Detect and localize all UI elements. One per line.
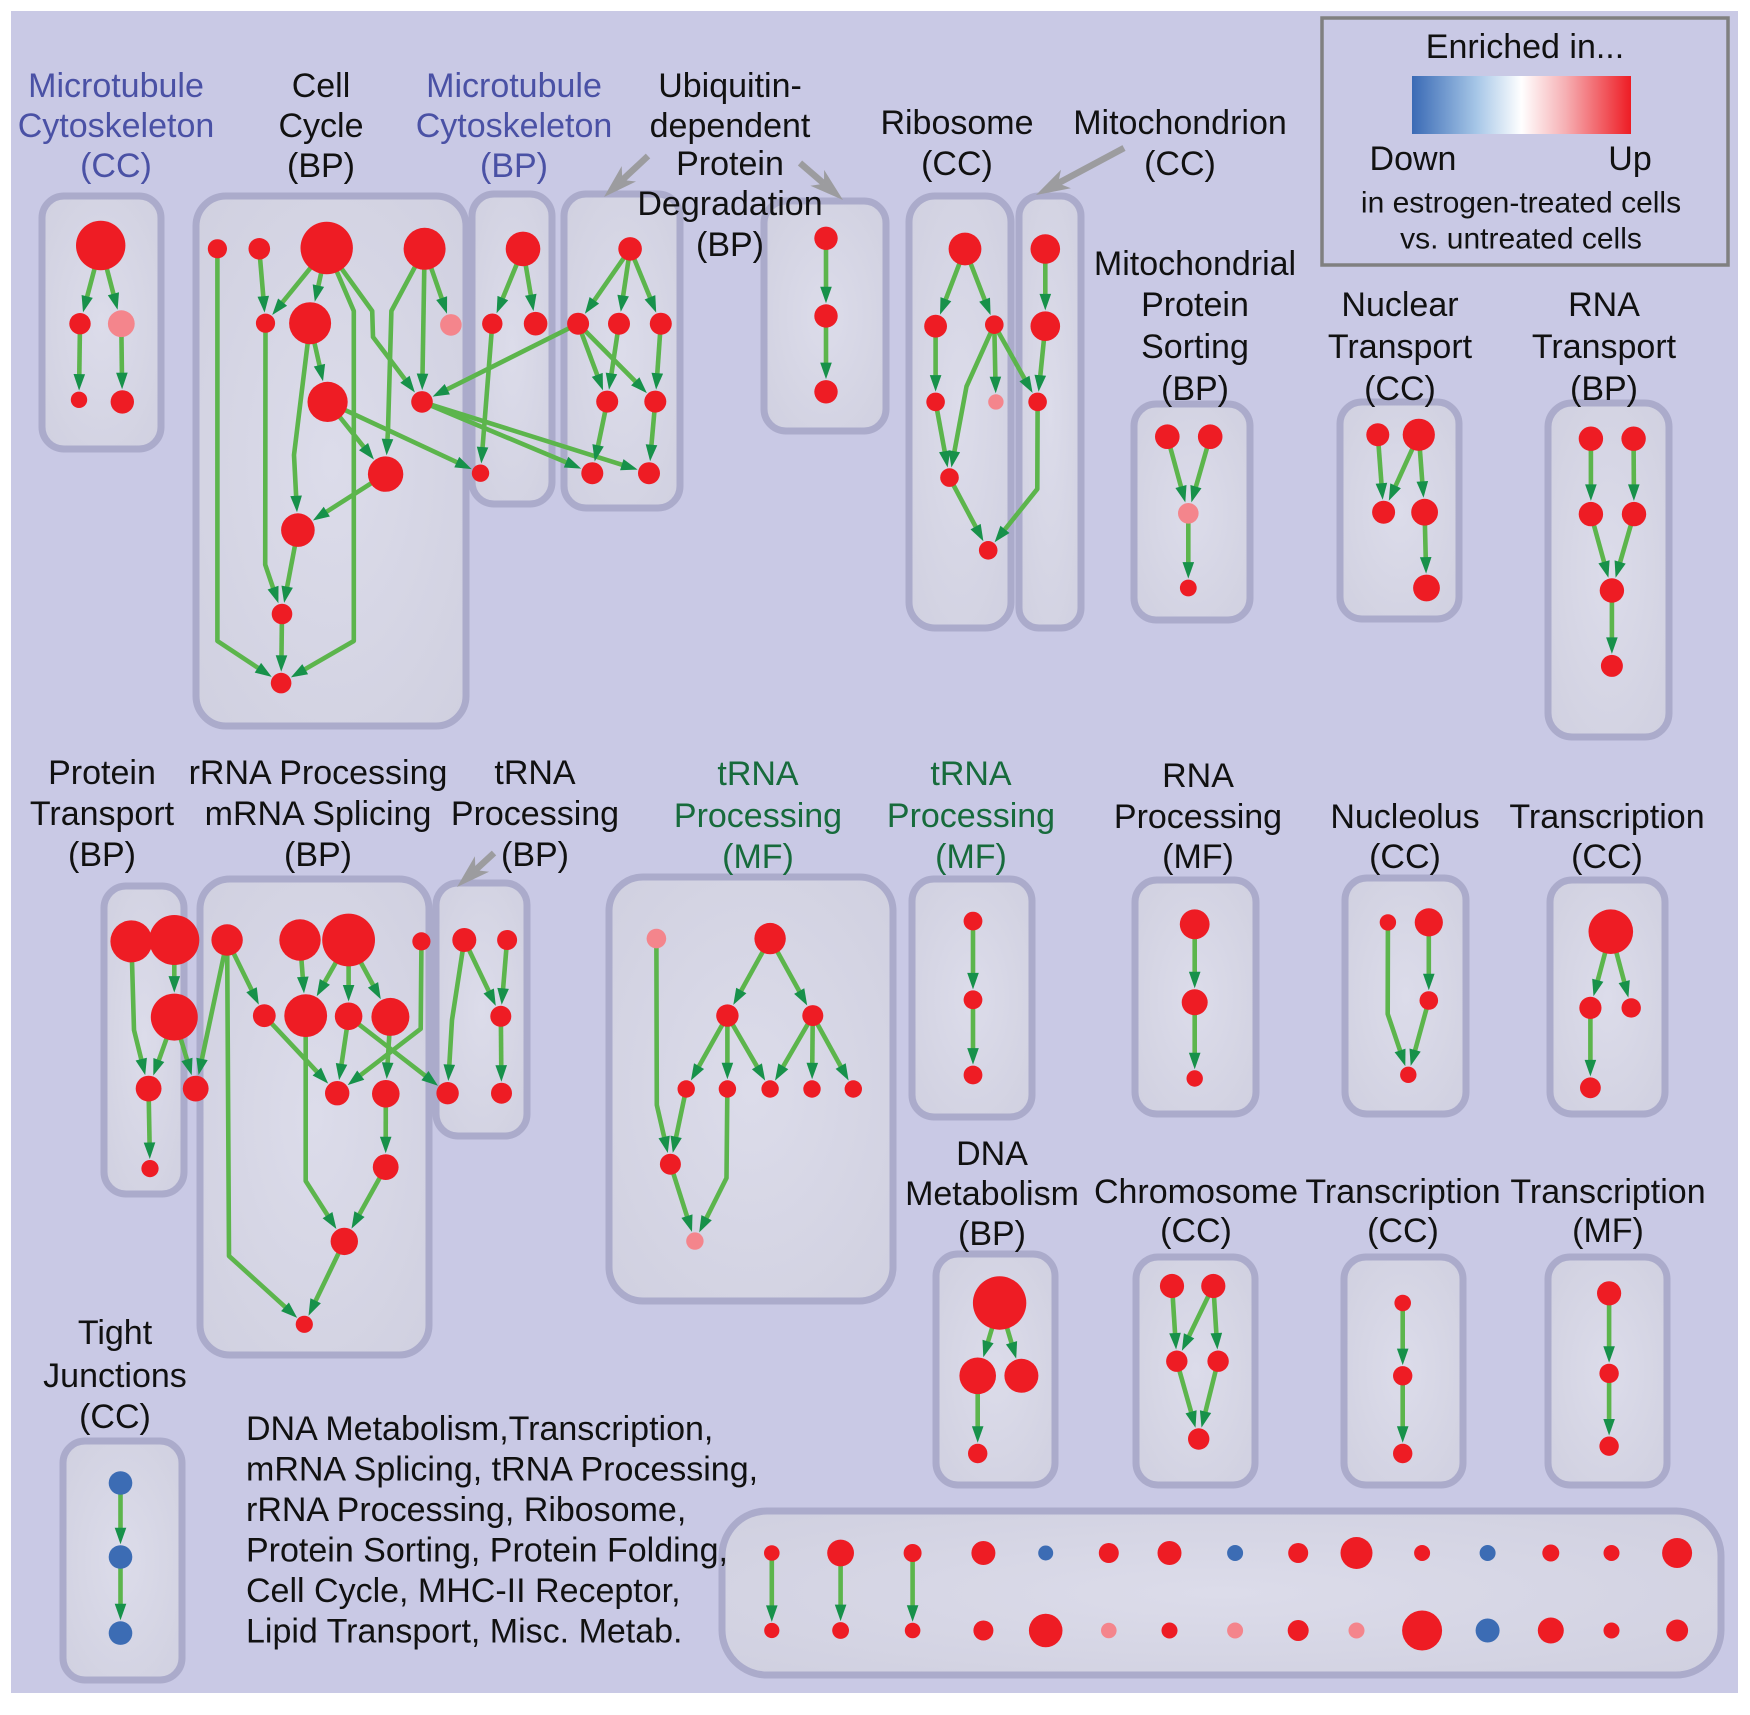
svg-text:(MF): (MF) bbox=[1572, 1212, 1644, 1250]
svg-text:Transport: Transport bbox=[1328, 328, 1473, 366]
svg-text:Enriched in...: Enriched in... bbox=[1426, 28, 1624, 66]
svg-text:Nucleolus: Nucleolus bbox=[1330, 798, 1479, 836]
svg-text:Transport: Transport bbox=[30, 795, 175, 833]
svg-text:(BP): (BP) bbox=[284, 836, 352, 874]
svg-text:(CC): (CC) bbox=[1144, 145, 1216, 183]
svg-text:in estrogen-treated cells: in estrogen-treated cells bbox=[1361, 187, 1681, 220]
svg-text:Ubiquitin-: Ubiquitin- bbox=[658, 67, 802, 105]
svg-text:Up: Up bbox=[1608, 140, 1651, 178]
svg-text:(BP): (BP) bbox=[696, 226, 764, 264]
svg-text:Junctions: Junctions bbox=[43, 1357, 187, 1395]
svg-text:Transport: Transport bbox=[1532, 328, 1677, 366]
svg-text:DNA: DNA bbox=[956, 1135, 1028, 1173]
svg-text:(CC): (CC) bbox=[1369, 838, 1441, 876]
svg-text:Protein: Protein bbox=[1141, 286, 1249, 324]
svg-text:Protein: Protein bbox=[48, 754, 156, 792]
svg-text:Microtubule: Microtubule bbox=[28, 67, 204, 105]
svg-text:(CC): (CC) bbox=[79, 1398, 151, 1436]
svg-text:dependent: dependent bbox=[650, 107, 811, 145]
svg-text:RNA: RNA bbox=[1162, 757, 1234, 795]
svg-text:rRNA Processing, Ribosome,: rRNA Processing, Ribosome, bbox=[246, 1491, 686, 1529]
svg-text:(BP): (BP) bbox=[68, 836, 136, 874]
svg-text:Sorting: Sorting bbox=[1141, 328, 1249, 366]
svg-text:Microtubule: Microtubule bbox=[426, 67, 602, 105]
svg-text:(BP): (BP) bbox=[480, 147, 548, 185]
svg-text:Mitochondrion: Mitochondrion bbox=[1073, 104, 1287, 142]
svg-text:(BP): (BP) bbox=[1570, 370, 1638, 408]
svg-text:Protein: Protein bbox=[676, 145, 784, 183]
svg-text:mRNA Splicing, tRNA Processing: mRNA Splicing, tRNA Processing, bbox=[246, 1451, 758, 1489]
svg-text:(CC): (CC) bbox=[1571, 838, 1643, 876]
svg-text:(MF): (MF) bbox=[722, 838, 794, 876]
svg-text:Ribosome: Ribosome bbox=[880, 104, 1033, 142]
svg-text:Nuclear: Nuclear bbox=[1341, 286, 1458, 324]
svg-text:(BP): (BP) bbox=[287, 147, 355, 185]
svg-text:tRNA: tRNA bbox=[494, 754, 576, 792]
svg-text:(BP): (BP) bbox=[958, 1215, 1026, 1253]
svg-text:Cycle: Cycle bbox=[278, 107, 363, 145]
svg-text:vs. untreated cells: vs. untreated cells bbox=[1400, 223, 1642, 256]
svg-text:rRNA Processing: rRNA Processing bbox=[189, 754, 448, 792]
svg-text:Transcription: Transcription bbox=[1509, 798, 1704, 836]
svg-text:(CC): (CC) bbox=[80, 147, 152, 185]
svg-text:Mitochondrial: Mitochondrial bbox=[1094, 245, 1296, 283]
svg-text:Cytoskeleton: Cytoskeleton bbox=[18, 107, 215, 145]
svg-text:tRNA: tRNA bbox=[930, 755, 1012, 793]
svg-text:Processing: Processing bbox=[1114, 798, 1282, 836]
svg-text:Transcription: Transcription bbox=[1510, 1173, 1705, 1211]
svg-text:Processing: Processing bbox=[451, 795, 619, 833]
svg-text:Tight: Tight bbox=[78, 1314, 153, 1352]
svg-text:mRNA Splicing: mRNA Splicing bbox=[205, 795, 432, 833]
svg-text:Metabolism: Metabolism bbox=[905, 1175, 1079, 1213]
svg-text:RNA: RNA bbox=[1568, 286, 1640, 324]
svg-text:Protein Sorting, Protein Foldi: Protein Sorting, Protein Folding, bbox=[246, 1532, 728, 1570]
svg-text:Transcription: Transcription bbox=[1305, 1173, 1500, 1211]
svg-text:Degradation: Degradation bbox=[637, 185, 822, 223]
svg-text:(CC): (CC) bbox=[921, 145, 993, 183]
svg-text:(CC): (CC) bbox=[1367, 1212, 1439, 1250]
svg-text:Chromosome: Chromosome bbox=[1094, 1173, 1298, 1211]
svg-text:Down: Down bbox=[1370, 140, 1457, 178]
svg-text:Processing: Processing bbox=[887, 797, 1055, 835]
svg-text:(BP): (BP) bbox=[501, 836, 569, 874]
svg-text:Cell Cycle, MHC-II Receptor,: Cell Cycle, MHC-II Receptor, bbox=[246, 1572, 681, 1610]
svg-text:(MF): (MF) bbox=[1162, 838, 1234, 876]
svg-text:DNA Metabolism,Transcription,: DNA Metabolism,Transcription, bbox=[246, 1410, 713, 1448]
svg-text:(BP): (BP) bbox=[1161, 370, 1229, 408]
svg-text:(CC): (CC) bbox=[1160, 1212, 1232, 1250]
svg-text:Lipid Transport, Misc. Metab.: Lipid Transport, Misc. Metab. bbox=[246, 1613, 683, 1651]
svg-text:Cell: Cell bbox=[292, 67, 351, 105]
svg-text:(CC): (CC) bbox=[1364, 370, 1436, 408]
svg-text:Cytoskeleton: Cytoskeleton bbox=[416, 107, 613, 145]
svg-text:Processing: Processing bbox=[674, 797, 842, 835]
svg-text:tRNA: tRNA bbox=[717, 755, 799, 793]
svg-text:(MF): (MF) bbox=[935, 838, 1007, 876]
